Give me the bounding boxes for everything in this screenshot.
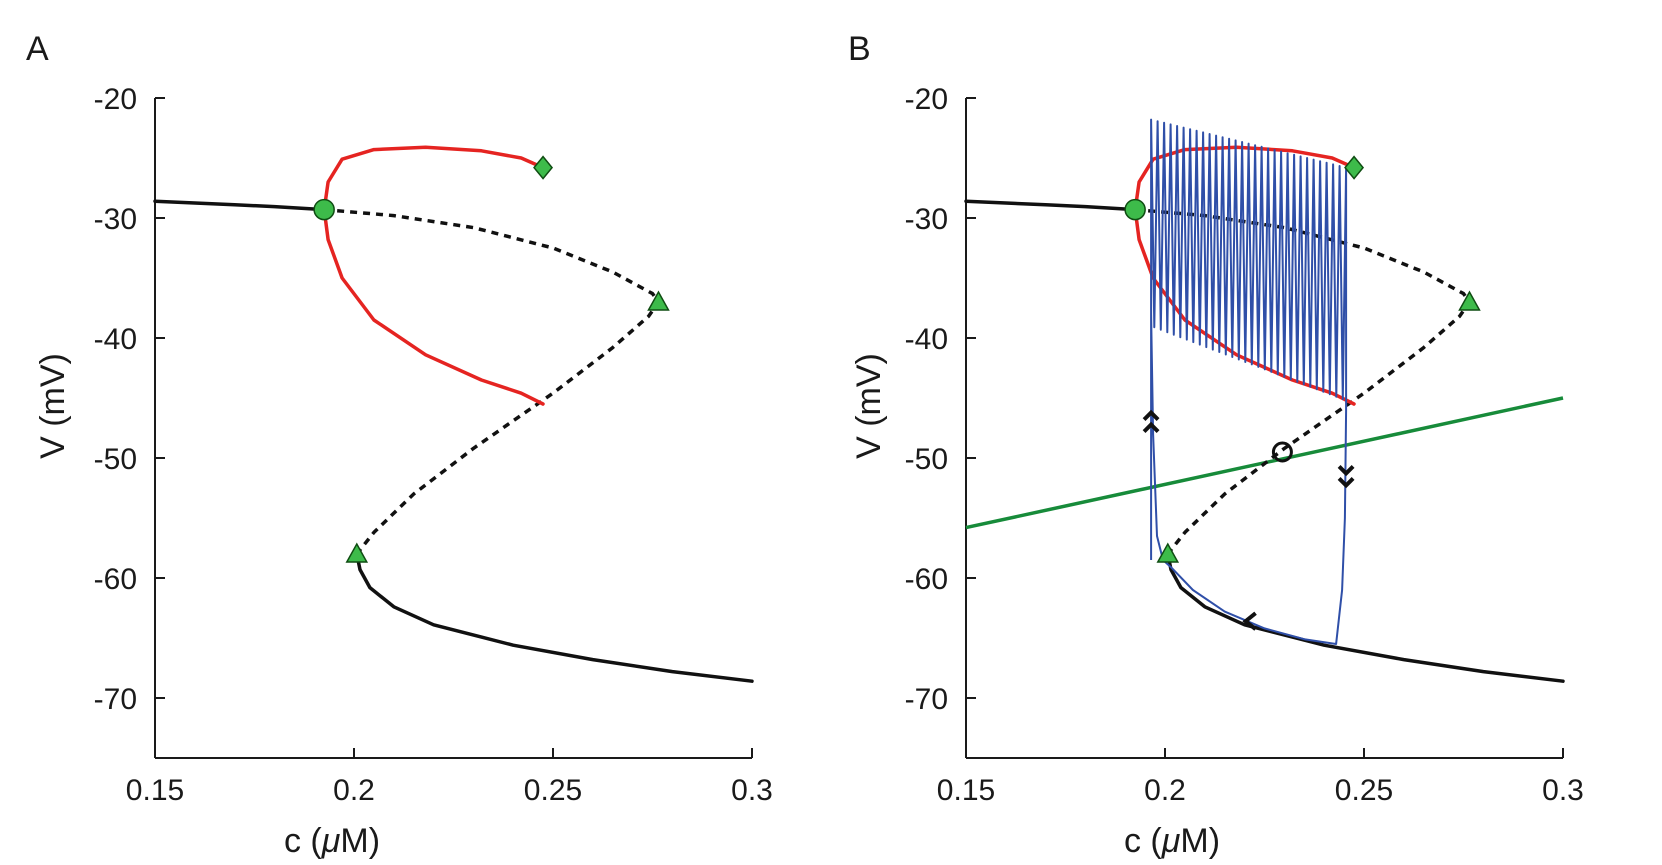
series-periodic-orbit-min — [1133, 207, 1356, 406]
panel-b-label: B — [848, 30, 871, 68]
series-stable-lower-branch — [1166, 552, 1565, 683]
x-tick-label: 0.15 — [937, 774, 995, 807]
saddle-node-lower-marker — [345, 542, 369, 563]
y-tick-label: -20 — [905, 83, 948, 116]
chevron-stroke — [1337, 476, 1355, 489]
y-tick-label: -70 — [905, 683, 948, 716]
x-tick-label: 0.25 — [524, 774, 582, 807]
y-tick-label: -40 — [94, 323, 137, 356]
series-stable-upper-branch — [153, 199, 326, 212]
orbit-end-marker — [1344, 155, 1365, 180]
up-arrow-icon — [1142, 409, 1160, 434]
panel-a-y-axis-label: V (mV) — [34, 353, 72, 459]
x-tick-label: 0.2 — [333, 774, 375, 807]
down-arrow-icon — [1337, 464, 1355, 489]
panel-a-axes — [154, 98, 752, 759]
panel-a-label: A — [26, 30, 49, 68]
chevron-stroke — [1142, 409, 1160, 422]
x-tick-label: 0.3 — [1542, 774, 1584, 807]
left-arrow-icon — [1242, 611, 1257, 631]
y-tick-label: -60 — [94, 563, 137, 596]
panel-a-x-axis-label: c (μM) — [284, 822, 380, 860]
burst-trajectory — [1150, 118, 1348, 645]
y-tick-label: -30 — [905, 203, 948, 236]
chevron-stroke — [1242, 611, 1257, 631]
hopf-bifurcation-marker — [1124, 198, 1146, 221]
x-tick-label: 0.2 — [1144, 774, 1186, 807]
chevron-stroke — [1142, 421, 1160, 434]
series-unstable-middle-branch — [324, 207, 661, 556]
panel-b-ticks: 0.15 0.2 0.25 0.3 -20 -30 -40 -50 -60 -70 — [905, 83, 1584, 807]
x-tick-label: 0.25 — [1335, 774, 1393, 807]
x-tick-label: 0.15 — [126, 774, 184, 807]
panel-b-x-axis-label: c (μM) — [1124, 822, 1220, 860]
series-periodic-orbit-min — [322, 207, 545, 406]
y-tick-label: -70 — [94, 683, 137, 716]
y-tick-label: -60 — [905, 563, 948, 596]
hopf-bifurcation-marker — [313, 198, 335, 221]
orbit-end-marker — [533, 155, 554, 180]
equilibrium-marker — [1271, 441, 1293, 463]
y-tick-label: -20 — [94, 83, 137, 116]
panel-b: B 0.15 0.2 0.25 0.3 -20 -30 -40 -50 -60 -70 c (μM… — [848, 30, 1584, 860]
chevron-stroke — [1337, 464, 1355, 477]
saddle-node-lower-marker — [1156, 542, 1180, 563]
y-tick-label: -30 — [94, 203, 137, 236]
panel-a-ticks: 0.15 0.2 0.25 0.3 -20 -30 -40 -50 -60 -70 — [94, 83, 773, 807]
panel-b-plot — [964, 118, 1565, 683]
saddle-node-upper-marker — [647, 290, 670, 311]
series-unstable-middle-branch — [1135, 207, 1472, 556]
series-stable-upper-branch — [964, 199, 1137, 212]
y-tick-label: -50 — [905, 443, 948, 476]
series-periodic-orbit-max — [322, 145, 545, 212]
saddle-node-upper-marker — [1458, 290, 1481, 311]
panel-a-plot — [153, 145, 754, 683]
panel-b-axes — [965, 98, 1563, 759]
series-stable-lower-branch — [355, 552, 754, 683]
panel-a: A 0.15 0.2 0.25 0.3 -20 -30 -40 -50 -60 -70 c (μM… — [26, 30, 773, 860]
y-tick-label: -40 — [905, 323, 948, 356]
x-tick-label: 0.3 — [731, 774, 773, 807]
y-tick-label: -50 — [94, 443, 137, 476]
panel-b-y-axis-label: V (mV) — [850, 353, 888, 459]
